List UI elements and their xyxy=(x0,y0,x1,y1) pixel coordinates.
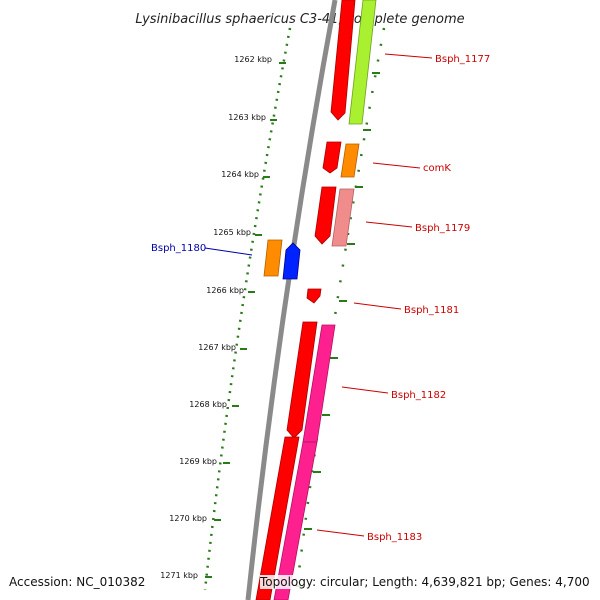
gene-bsph-1180[interactable] xyxy=(263,239,301,280)
gene-label-bsph-1183[interactable]: Bsph_1183 xyxy=(367,532,422,543)
gene-label-comk[interactable]: comK xyxy=(423,163,451,174)
cds-arrow xyxy=(286,321,318,439)
leader-line xyxy=(365,221,413,228)
cog-bar xyxy=(273,441,318,600)
leader-line xyxy=(316,529,365,537)
gene-label-bsph-1180[interactable]: Bsph_1180 xyxy=(151,243,206,254)
kbp-tick-label: 1263 kbp xyxy=(228,113,266,122)
cog-bar xyxy=(263,239,283,277)
topology-text: Topology: circular; Length: 4,639,821 bp… xyxy=(260,575,590,589)
cds-arrow xyxy=(282,242,301,280)
cds-arrow xyxy=(314,186,337,245)
gene-comk[interactable] xyxy=(322,141,360,178)
inner-tick-track xyxy=(294,27,386,596)
gene-label-bsph-1179[interactable]: Bsph_1179 xyxy=(415,223,470,234)
leader-line xyxy=(353,302,402,310)
gene-label-bsph-1182[interactable]: Bsph_1182 xyxy=(391,390,446,401)
outer-tick-track xyxy=(203,27,292,591)
kbp-tick-label: 1270 kbp xyxy=(169,514,207,523)
gene-label-bsph-1177[interactable]: Bsph_1177 xyxy=(435,54,490,65)
gene-labels: Bsph_1177 comK Bsph_1179 Bsph_1180 Bsph_… xyxy=(151,53,490,543)
gene-bsph-1177[interactable] xyxy=(330,0,377,125)
kbp-scale: 1262 kbp 1263 kbp 1264 kbp 1265 kbp 1266… xyxy=(160,55,286,580)
genome-backbone xyxy=(245,0,338,600)
cog-bar xyxy=(348,0,377,125)
map-title: Lysinibacillus sphaericus C3-41, complet… xyxy=(135,12,464,27)
leader-line xyxy=(384,53,433,59)
kbp-tick-label: 1269 kbp xyxy=(179,457,217,466)
leader-line xyxy=(204,247,253,256)
gene-bsph-1181[interactable] xyxy=(306,288,322,304)
leader-line xyxy=(372,162,421,169)
cds-arrow xyxy=(322,141,342,174)
gene-bsph-1183[interactable] xyxy=(255,436,318,600)
kbp-tick-label: 1265 kbp xyxy=(213,228,251,237)
cds-arrow xyxy=(330,0,356,121)
cds-arrow xyxy=(255,436,300,600)
kbp-tick-label: 1267 kbp xyxy=(198,343,236,352)
kbp-tick-label: 1266 kbp xyxy=(206,286,244,295)
cog-bar xyxy=(331,188,355,247)
kbp-tick-label: 1264 kbp xyxy=(221,170,259,179)
gene-bsph-1179[interactable] xyxy=(314,186,355,247)
cog-bar xyxy=(340,143,360,178)
kbp-tick-label: 1271 kbp xyxy=(160,571,198,580)
kbp-tick-label: 1268 kbp xyxy=(189,400,227,409)
leader-line xyxy=(341,386,389,394)
kbp-tick-label: 1262 kbp xyxy=(234,55,272,64)
cds-arrow xyxy=(306,288,322,304)
gene-bsph-1182[interactable] xyxy=(286,321,336,443)
accession-text: Accession: NC_010382 xyxy=(9,575,146,589)
gene-label-bsph-1181[interactable]: Bsph_1181 xyxy=(404,305,459,316)
